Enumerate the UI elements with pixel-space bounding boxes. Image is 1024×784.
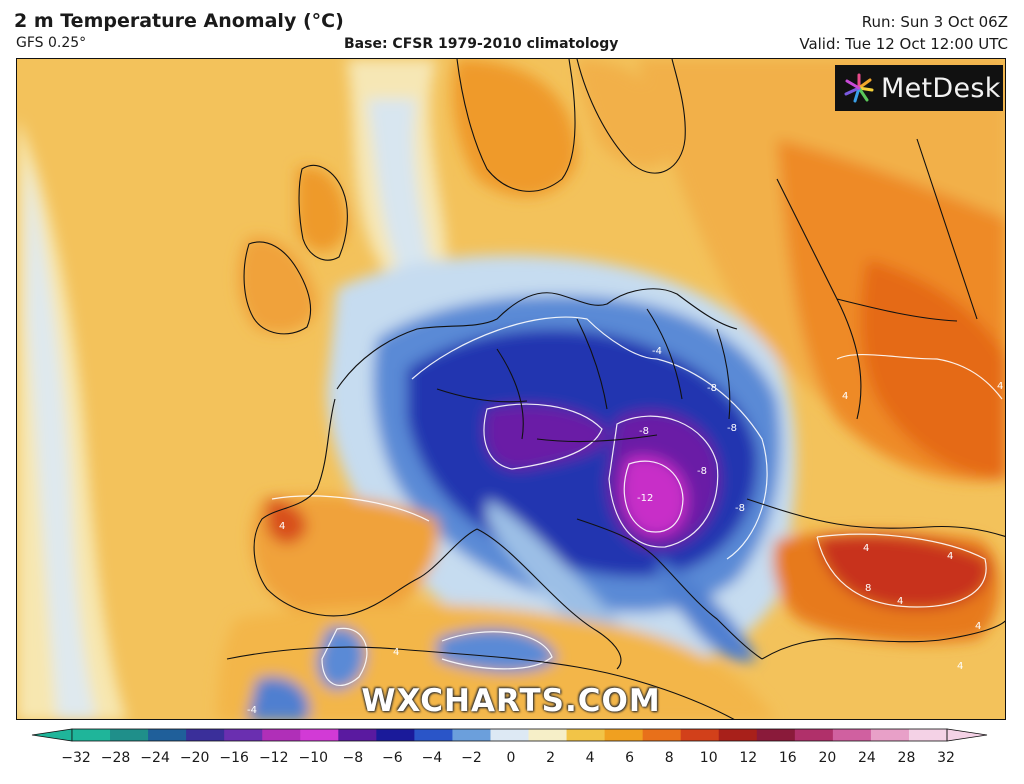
contour-label: 4 <box>863 543 869 554</box>
colorbar-tick-label: −12 <box>258 750 289 766</box>
colorbar-tick-label: 16 <box>778 750 797 766</box>
colorbar-bin <box>110 729 149 741</box>
colorbar-bin <box>528 729 568 741</box>
contour-label: 4 <box>897 596 903 607</box>
colorbar-strip <box>31 728 988 742</box>
contour-label: 4 <box>393 647 399 658</box>
colorbar-tick-label: −16 <box>219 750 249 766</box>
contour-label: 4 <box>279 521 285 532</box>
wxcharts-watermark: WXCHARTS.COM <box>361 683 661 719</box>
colorbar-bin <box>642 729 682 741</box>
colorbar-tick-label: 24 <box>857 750 876 766</box>
colorbar-bin <box>300 729 339 741</box>
contour-labels: -4 -8 -8 -8 -8 -12 -8 4 4 8 4 4 4 4 -4 4… <box>247 346 1003 716</box>
contour-label: -8 <box>639 426 649 437</box>
colorbar-tick-label: −28 <box>100 750 131 766</box>
contour-label: -4 <box>652 346 662 357</box>
contour-label: 4 <box>947 551 953 562</box>
contour-label: 4 <box>997 381 1003 392</box>
map-canvas: -4 -8 -8 -8 -8 -12 -8 4 4 8 4 4 4 4 -4 4… <box>17 59 1005 719</box>
colorbar-bin <box>794 729 834 741</box>
colorbar-tick-label: −32 <box>61 750 91 766</box>
colorbar-bin <box>832 729 872 741</box>
colorbar-tick-label: −4 <box>421 750 443 766</box>
colorbar-tick-label: 8 <box>664 750 674 766</box>
colorbar-tick-label: 4 <box>585 750 595 766</box>
anomaly-field <box>17 59 1005 719</box>
contour-label: 8 <box>865 583 871 594</box>
colorbar-tick-label: 10 <box>699 750 718 766</box>
colorbar-tick-label: −20 <box>179 750 210 766</box>
climatology-label: Base: CFSR 1979-2010 climatology <box>344 36 619 52</box>
colorbar-tick-label: −6 <box>382 750 403 766</box>
colorbar-bin <box>452 729 491 741</box>
colorbar-bin <box>604 729 644 741</box>
colorbar-tick-label: −2 <box>461 750 482 766</box>
colorbar-bin <box>680 729 720 741</box>
colorbar-bin <box>908 729 948 741</box>
colorbar-bin <box>870 729 910 741</box>
colorbar-bin <box>376 729 415 741</box>
contour-lines <box>271 316 1003 687</box>
colorbar-bin <box>338 729 377 741</box>
anomaly-map: -4 -8 -8 -8 -8 -12 -8 4 4 8 4 4 4 4 -4 4… <box>16 58 1006 720</box>
colorbar-tick-label: −8 <box>342 750 364 766</box>
colorbar-bin <box>72 729 111 741</box>
colorbar-bin <box>566 729 606 741</box>
colorbar-bin <box>490 729 530 741</box>
colorbar-max-arrow <box>946 728 988 742</box>
metdesk-logo-icon <box>844 73 874 103</box>
contour-label: -8 <box>707 383 717 394</box>
colorbar-bin <box>414 729 453 741</box>
contour-label: 4 <box>842 391 848 402</box>
metdesk-logo: MetDesk <box>835 65 1003 111</box>
colorbar-tick-label: 28 <box>897 750 916 766</box>
contour-label: -8 <box>727 423 737 434</box>
colorbar-tick-label: 2 <box>546 750 555 766</box>
colorbar-bin <box>262 729 301 741</box>
colorbar-tick-label: −10 <box>298 750 329 766</box>
colorbar-tick-label: −24 <box>140 750 170 766</box>
colorbar-tick-label: 20 <box>818 750 837 766</box>
colorbar-bin <box>756 729 796 741</box>
chart-header: 2 m Temperature Anomaly (°C) GFS 0.25° B… <box>0 0 1024 58</box>
colorbar-border <box>71 728 948 742</box>
colorbar-tick-label: 0 <box>506 750 516 766</box>
contour-label: 4 <box>975 621 981 632</box>
colorbar-tick-label: 12 <box>739 750 758 766</box>
contour-label: -12 <box>637 493 653 504</box>
contour-label: -8 <box>735 503 745 514</box>
colorbar-bin <box>718 729 758 741</box>
contour-label: 4 <box>957 661 963 672</box>
colorbar-min-arrow <box>31 728 73 742</box>
colorbar-bin <box>224 729 263 741</box>
colorbar-tick-label: 6 <box>625 750 635 766</box>
run-label: Run: Sun 3 Oct 06Z <box>861 13 1008 31</box>
colorbar-tick-label: 32 <box>937 750 955 766</box>
colorbar: −32 −28 −24 −20 −16 −12 −10 −8 −6 −4 −2 0 2 4 6 8 10 12 16… <box>0 724 1024 784</box>
map-title: 2 m Temperature Anomaly (°C) <box>14 10 344 32</box>
contour-label: -8 <box>697 466 707 477</box>
metdesk-logo-text: MetDesk <box>881 72 1001 104</box>
coastlines <box>226 59 1005 719</box>
valid-time-label: Valid: Tue 12 Oct 12:00 UTC <box>799 35 1008 53</box>
colorbar-bin <box>186 729 225 741</box>
model-label: GFS 0.25° <box>16 35 87 51</box>
colorbar-bin <box>148 729 187 741</box>
contour-label: -4 <box>247 705 257 716</box>
